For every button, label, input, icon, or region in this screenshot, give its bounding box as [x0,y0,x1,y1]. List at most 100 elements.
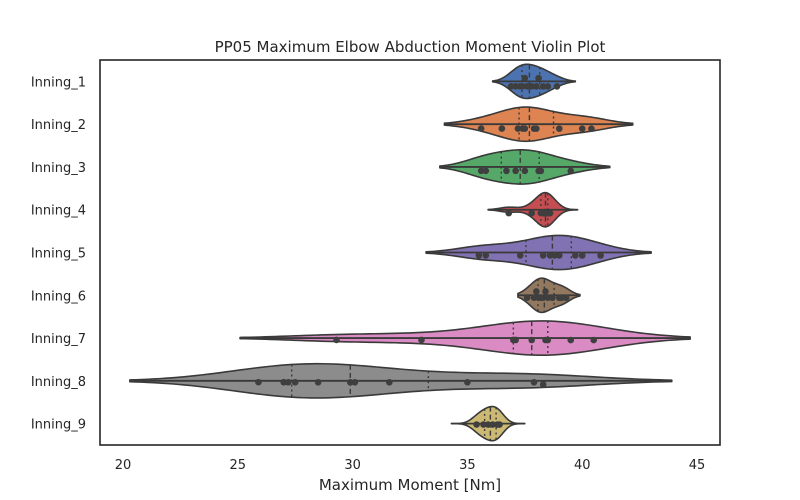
y-tick-label: Inning_7 [31,332,86,347]
data-point [532,125,540,132]
data-point [284,378,292,386]
x-tick-label: 20 [115,458,132,473]
data-point [280,378,288,386]
data-point [544,336,552,344]
data-point [503,167,510,175]
data-point [498,125,506,132]
data-point [555,252,563,259]
data-point [578,125,586,132]
data-point [512,82,519,90]
data-point [572,252,579,259]
x-tick-label: 25 [230,458,247,473]
data-point [519,83,526,90]
plot-frame [99,59,721,446]
data-point [562,294,570,302]
violin-group [439,149,611,185]
data-point [516,252,524,259]
data-point [544,294,552,302]
data-point [484,421,492,428]
y-tick-label: Inning_2 [31,118,86,133]
data-point [314,378,322,386]
data-point [542,288,549,295]
data-point [567,167,575,175]
data-point [597,252,604,259]
data-point [477,167,485,175]
data-point [346,378,354,386]
data-point [553,83,561,90]
data-point [528,209,536,217]
violin-group [450,405,526,442]
data-point [549,294,556,302]
violin-group [239,320,691,356]
data-point [523,294,531,301]
data-point [539,294,547,302]
y-tick-label: Inning_6 [31,289,86,304]
data-point [546,209,554,217]
x-tick-label: 35 [459,458,476,473]
data-point [590,336,598,344]
data-point [514,125,522,132]
violin-group [425,234,652,271]
data-point [505,209,513,217]
data-point [544,83,552,90]
data-point [539,83,547,90]
x-tick-label: 45 [689,458,706,473]
y-axis-ticks: Inning_1 Inning_2 Inning_3 Inning_4 Inning_5… [31,75,86,432]
violin-group [487,191,579,228]
data-point [523,83,531,90]
data-point [588,125,595,132]
data-point [475,252,483,259]
violin-layer [129,63,691,442]
y-tick-label: Inning_3 [31,161,86,176]
data-point [489,421,496,428]
data-point [291,378,299,386]
data-point [482,167,490,175]
data-point [539,381,547,388]
x-axis-label: Maximum Moment [Nm] [319,476,501,494]
data-point [496,421,503,428]
data-point [532,288,540,295]
data-point [546,252,554,259]
data-point [477,125,485,132]
y-tick-label: Inning_1 [31,75,86,90]
data-point [521,74,529,82]
data-point [542,209,549,217]
data-point [512,336,519,344]
data-point [539,252,547,259]
violin-group [443,106,634,143]
data-point [578,252,586,259]
data-point [480,421,487,428]
x-tick-label: 40 [574,458,591,473]
data-point [351,378,359,386]
y-tick-label: Inning_9 [31,418,86,433]
data-point [530,379,538,386]
data-point [386,379,393,386]
y-tick-label: Inning_8 [31,375,86,390]
data-point [567,336,575,344]
data-point [558,294,565,302]
x-tick-label: 30 [344,458,361,473]
data-point [418,336,425,344]
x-axis-ticks: 20 25 30 35 40 45 [115,458,706,473]
data-point [255,378,262,386]
data-point [535,74,542,82]
data-point [521,125,529,132]
data-point [530,294,538,301]
data-point [551,252,558,259]
data-point [473,421,480,428]
violin-group [491,63,577,100]
data-point [507,82,515,90]
violin-group [129,362,673,399]
violin-group [517,277,581,314]
data-point [464,379,471,386]
data-point [512,167,519,175]
data-point [482,252,490,259]
data-point [537,167,545,175]
data-point [555,125,563,132]
data-point [521,167,529,175]
y-tick-label: Inning_5 [31,247,86,262]
y-tick-label: Inning_4 [31,204,86,219]
data-point [333,336,340,344]
data-point [532,83,540,90]
